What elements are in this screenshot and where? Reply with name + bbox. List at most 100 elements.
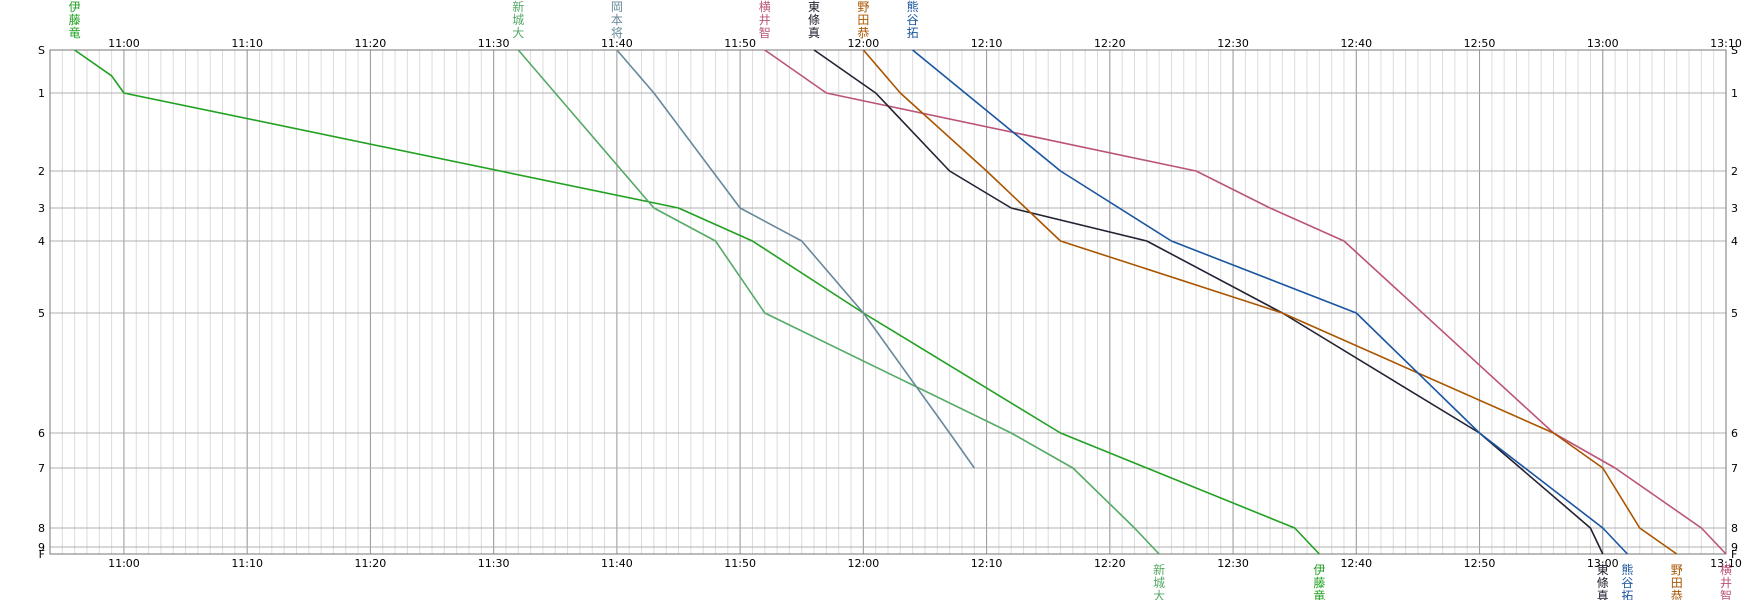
y-tick-label-left: 7 (38, 462, 45, 475)
x-tick-label-bottom: 11:10 (231, 557, 263, 570)
series-name-top-char: 田 (857, 13, 869, 27)
series-name-bottom-char: 竜 (1313, 589, 1325, 600)
x-tick-label-bottom: 11:30 (478, 557, 510, 570)
series-line (74, 49, 1320, 555)
x-tick-label-top: 13:00 (1587, 37, 1619, 50)
x-tick-label-bottom: 12:40 (1340, 557, 1372, 570)
series-name-top-char: 野 (857, 0, 869, 14)
y-tick-label-right: 9 (1731, 541, 1738, 554)
series-name-bottom-char: 横 (1720, 563, 1732, 577)
series-name-bottom-char: 真 (1597, 589, 1609, 600)
series-name-top-char: 城 (512, 13, 524, 27)
x-tick-label-top: 11:20 (355, 37, 387, 50)
series-line (813, 49, 1604, 555)
y-tick-label-left: 5 (38, 307, 45, 320)
series-name-top-char: 本 (611, 13, 623, 27)
series-name-bottom-char: 城 (1153, 576, 1165, 590)
series-name-top-char: 竜 (69, 26, 81, 40)
series-name-top-char: 横 (759, 0, 771, 14)
x-tick-label-bottom: 11:20 (355, 557, 387, 570)
x-tick-label-top: 12:40 (1340, 37, 1372, 50)
x-tick-label-bottom: 12:00 (848, 557, 880, 570)
series-line (517, 49, 1160, 555)
series-name-top-char: 熊 (907, 0, 919, 14)
series-name-bottom-char: 谷 (1621, 576, 1633, 590)
x-tick-label-top: 11:40 (601, 37, 633, 50)
tick-labels: 11:00 11:00 11:10 11:10 11:20 11:20 11:30 11:30… (38, 37, 1742, 570)
series-name-top-char: 條 (808, 13, 820, 27)
series-name-bottom-char: 東 (1597, 563, 1609, 577)
series-name-top-char: 岡 (611, 0, 623, 14)
x-tick-label-bottom: 12:50 (1464, 557, 1496, 570)
grid-major (49, 49, 1727, 555)
y-tick-label-left: 3 (38, 202, 45, 215)
series-name-bottom-char: 智 (1720, 588, 1732, 600)
series-line (862, 49, 1678, 555)
series-name-bottom-char: 田 (1671, 576, 1683, 590)
x-tick-label-bottom: 13:00 (1587, 557, 1619, 570)
y-tick-label-right: 2 (1731, 165, 1738, 178)
y-tick-label-left: 6 (38, 427, 45, 440)
series-lines (74, 49, 1727, 555)
series-name-top-char: 恭 (857, 26, 869, 40)
y-tick-label-left: F (39, 548, 45, 561)
y-tick-label-right: 3 (1731, 202, 1738, 215)
series-name-top-char: 将 (611, 26, 623, 40)
series-name-top-char: 新 (512, 0, 524, 14)
x-tick-label-top: 12:30 (1217, 37, 1249, 50)
plot-frame (49, 49, 1727, 555)
x-tick-label-bottom: 11:50 (724, 557, 756, 570)
series-line (912, 49, 1628, 555)
series-name-top-char: 智 (759, 25, 771, 40)
series-name-bottom-char: 大 (1153, 589, 1165, 600)
x-tick-label-bottom: 12:10 (971, 557, 1003, 570)
x-tick-label-top: 12:00 (848, 37, 880, 50)
x-tick-label-bottom: 12:20 (1094, 557, 1126, 570)
x-tick-label-bottom: 11:40 (601, 557, 633, 570)
x-tick-label-bottom: 13:10 (1710, 557, 1742, 570)
x-tick-label-top: 12:50 (1464, 37, 1496, 50)
series-name-bottom-char: 野 (1671, 563, 1683, 577)
y-tick-label-left: 2 (38, 165, 45, 178)
x-tick-label-top: 12:10 (971, 37, 1003, 50)
y-tick-label-right: S (1731, 44, 1738, 57)
y-tick-label-right: 4 (1731, 235, 1738, 248)
x-tick-label-top: 11:00 (108, 37, 140, 50)
series-name-bottom-char: 井 (1720, 576, 1732, 590)
series-name-bottom-char: 熊 (1621, 562, 1633, 577)
y-tick-label-right: 8 (1731, 522, 1738, 535)
series-line (764, 49, 1727, 555)
y-tick-label-right: 5 (1731, 307, 1738, 320)
y-tick-label-right: 6 (1731, 427, 1738, 440)
series-name-bottom-char: 恭 (1671, 589, 1683, 600)
series-name-top-char: 谷 (907, 13, 919, 27)
series-name-top-char: 真 (808, 26, 820, 40)
y-tick-label-left: 8 (38, 522, 45, 535)
y-tick-label-right: 7 (1731, 462, 1738, 475)
series-name-bottom-char: 藤 (1313, 576, 1325, 590)
x-tick-label-top: 11:10 (231, 37, 263, 50)
y-tick-label-left: 4 (38, 235, 45, 248)
y-tick-label-right: F (1731, 548, 1737, 561)
x-tick-label-top: 13:10 (1710, 37, 1742, 50)
y-tick-label-right: 1 (1731, 87, 1738, 100)
series-name-top-char: 大 (512, 26, 524, 40)
x-tick-label-bottom: 12:30 (1217, 557, 1249, 570)
series-name-top-char: 伊 (69, 0, 81, 14)
x-tick-label-top: 11:30 (478, 37, 510, 50)
x-tick-label-top: 11:50 (724, 37, 756, 50)
series-name-top-char: 拓 (907, 26, 919, 40)
series-name-top-char: 井 (759, 13, 771, 27)
series-name-top-char: 藤 (69, 13, 81, 27)
series-name-bottom-char: 拓 (1621, 589, 1633, 600)
y-tick-label-left: S (38, 44, 45, 57)
y-tick-label-left: 1 (38, 87, 45, 100)
series-line (616, 49, 975, 469)
series-name-bottom-char: 條 (1597, 576, 1609, 590)
series-name-top-char: 東 (808, 0, 820, 14)
grid-minor (49, 50, 1727, 554)
y-tick-label-left: 9 (38, 541, 45, 554)
x-tick-label-top: 12:20 (1094, 37, 1126, 50)
